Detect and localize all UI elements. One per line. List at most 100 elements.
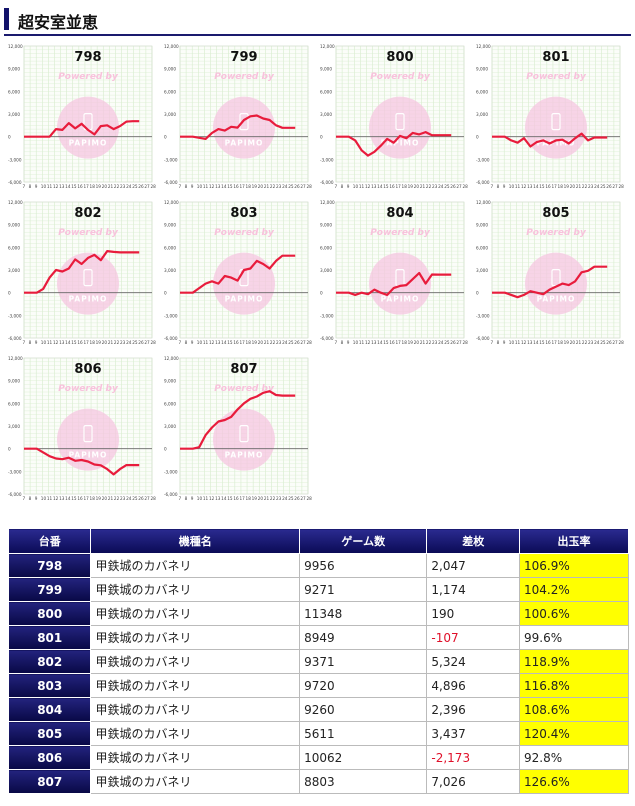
x-tick-label: 23 <box>276 184 282 189</box>
x-tick-label: 22 <box>270 496 276 501</box>
x-tick-label: 14 <box>533 340 539 345</box>
cell-machine-number[interactable]: 807 <box>7 769 92 794</box>
x-tick-label: 21 <box>264 496 270 501</box>
cell-machine-number[interactable]: 803 <box>7 673 92 698</box>
watermark-bottom-text: PAPIMO <box>225 295 264 304</box>
y-tick-label: -6,000 <box>8 180 22 185</box>
cell-model-name: 甲鉄城のカバネリ <box>90 745 301 770</box>
x-tick-label: 14 <box>65 496 71 501</box>
x-tick-label: 10 <box>197 184 203 189</box>
cell-machine-number[interactable]: 805 <box>7 721 92 746</box>
x-tick-label: 13 <box>59 496 65 501</box>
graph-801[interactable]: 12,000 9,000 6,000 3,000 0 -3,000 -6,000 7 8 9 10 1… <box>474 42 624 190</box>
x-tick-label: 17 <box>83 496 89 501</box>
watermark-top-text: Powered by <box>370 228 431 238</box>
graph-805[interactable]: 12,000 9,000 6,000 3,000 0 -3,000 -6,000 7 8 9 10 1… <box>474 198 624 346</box>
x-tick-label: 12 <box>521 184 527 189</box>
x-tick-label: 24 <box>438 340 444 345</box>
y-tick-label: 6,000 <box>8 245 20 250</box>
series-line <box>492 265 608 299</box>
cell-machine-number[interactable]: 798 <box>7 553 92 578</box>
x-tick-label: 18 <box>246 184 252 189</box>
cell-machine-number[interactable]: 802 <box>7 649 92 674</box>
y-tick-label: 9,000 <box>320 223 332 228</box>
y-tick-label: -6,000 <box>164 180 178 185</box>
x-tick-label: 9 <box>503 340 506 345</box>
x-tick-label: 7 <box>491 340 494 345</box>
x-tick-label: 24 <box>282 340 288 345</box>
cell-games: 5611 <box>299 721 428 746</box>
y-tick-label: 3,000 <box>164 112 176 117</box>
x-tick-label: 14 <box>377 184 383 189</box>
x-tick-label: 8 <box>341 184 344 189</box>
x-tick-label: 20 <box>258 340 264 345</box>
x-tick-label: 17 <box>395 184 401 189</box>
x-tick-label: 11 <box>47 184 53 189</box>
graph-798[interactable]: 12,000 9,000 6,000 3,000 0 -3,000 -6,000 7 8 9 10 1… <box>6 42 156 190</box>
x-tick-label: 14 <box>221 340 227 345</box>
watermark-bottom-text: PAPIMO <box>225 139 264 148</box>
x-tick-label: 27 <box>612 340 618 345</box>
x-tick-label: 8 <box>497 184 500 189</box>
y-tick-label: 6,000 <box>476 89 488 94</box>
cell-machine-number[interactable]: 801 <box>7 625 92 650</box>
cell-diff: 5,324 <box>426 649 521 674</box>
watermark-phone-icon <box>83 424 93 443</box>
watermark-top-text: Powered by <box>214 228 275 238</box>
cell-machine-number[interactable]: 799 <box>7 577 92 602</box>
x-tick-label: 15 <box>539 340 545 345</box>
graph-803[interactable]: 12,000 9,000 6,000 3,000 0 -3,000 -6,000 7 8 9 10 1… <box>162 198 312 346</box>
x-tick-label: 25 <box>600 340 606 345</box>
x-tick-label: 9 <box>35 184 38 189</box>
cell-machine-number[interactable]: 804 <box>7 697 92 722</box>
graph-title: 799 <box>230 50 257 65</box>
x-tick-label: 14 <box>65 184 71 189</box>
x-tick-label: 20 <box>258 184 264 189</box>
x-tick-label: 22 <box>426 340 432 345</box>
table-row: 798 甲鉄城のカバネリ 9956 2,047 106.9% <box>7 553 629 578</box>
x-tick-label: 25 <box>132 496 138 501</box>
x-tick-label: 7 <box>179 496 182 501</box>
y-tick-label: 0 <box>8 135 11 140</box>
x-tick-label: 26 <box>450 340 456 345</box>
x-tick-label: 22 <box>582 184 588 189</box>
x-tick-label: 19 <box>564 340 570 345</box>
y-tick-label: -6,000 <box>476 180 490 185</box>
x-tick-label: 13 <box>371 184 377 189</box>
graph-807[interactable]: 12,000 9,000 6,000 3,000 0 -3,000 -6,000 7 8 9 10 1… <box>162 354 312 502</box>
table-header-row: 台番 機種名 ゲーム数 差枚 出玉率 <box>7 528 629 554</box>
cell-games: 8803 <box>299 769 428 794</box>
cell-machine-number[interactable]: 806 <box>7 745 92 770</box>
table-row: 805 甲鉄城のカバネリ 5611 3,437 120.4% <box>7 721 629 746</box>
cell-model-name: 甲鉄城のカバネリ <box>90 649 301 674</box>
graph-802[interactable]: 12,000 9,000 6,000 3,000 0 -3,000 -6,000 7 8 9 10 1… <box>6 198 156 346</box>
watermark-bottom-text: PAPIMO <box>69 295 108 304</box>
y-tick-label: -3,000 <box>8 157 22 162</box>
x-tick-label: 23 <box>120 496 126 501</box>
graph-806[interactable]: 12,000 9,000 6,000 3,000 0 -3,000 -6,000 7 8 9 10 1… <box>6 354 156 502</box>
graph-title: 807 <box>230 362 257 377</box>
graph-800[interactable]: 12,000 9,000 6,000 3,000 0 -3,000 -6,000 7 8 9 10 1… <box>318 42 468 190</box>
watermark-phone-icon <box>239 424 249 443</box>
x-tick-label: 25 <box>600 184 606 189</box>
y-tick-label: -6,000 <box>8 492 22 497</box>
cell-rate: 116.8% <box>519 673 629 698</box>
graph-804[interactable]: 12,000 9,000 6,000 3,000 0 -3,000 -6,000 7 8 9 10 1… <box>318 198 468 346</box>
col-header-model: 機種名 <box>90 528 301 554</box>
x-tick-label: 10 <box>41 340 47 345</box>
y-tick-label: 0 <box>476 135 479 140</box>
x-tick-label: 8 <box>29 340 32 345</box>
y-tick-label: 3,000 <box>476 112 488 117</box>
cell-rate: 106.9% <box>519 553 629 578</box>
graph-799[interactable]: 12,000 9,000 6,000 3,000 0 -3,000 -6,000 7 8 9 10 1… <box>162 42 312 190</box>
x-tick-label: 10 <box>41 496 47 501</box>
y-tick-label: 6,000 <box>320 89 332 94</box>
watermark-circle <box>369 252 431 315</box>
y-tick-label: 9,000 <box>8 223 20 228</box>
cell-machine-number[interactable]: 800 <box>7 601 92 626</box>
x-tick-label: 24 <box>282 184 288 189</box>
x-tick-label: 23 <box>432 340 438 345</box>
section-header: 超安室並恵 <box>4 4 631 36</box>
